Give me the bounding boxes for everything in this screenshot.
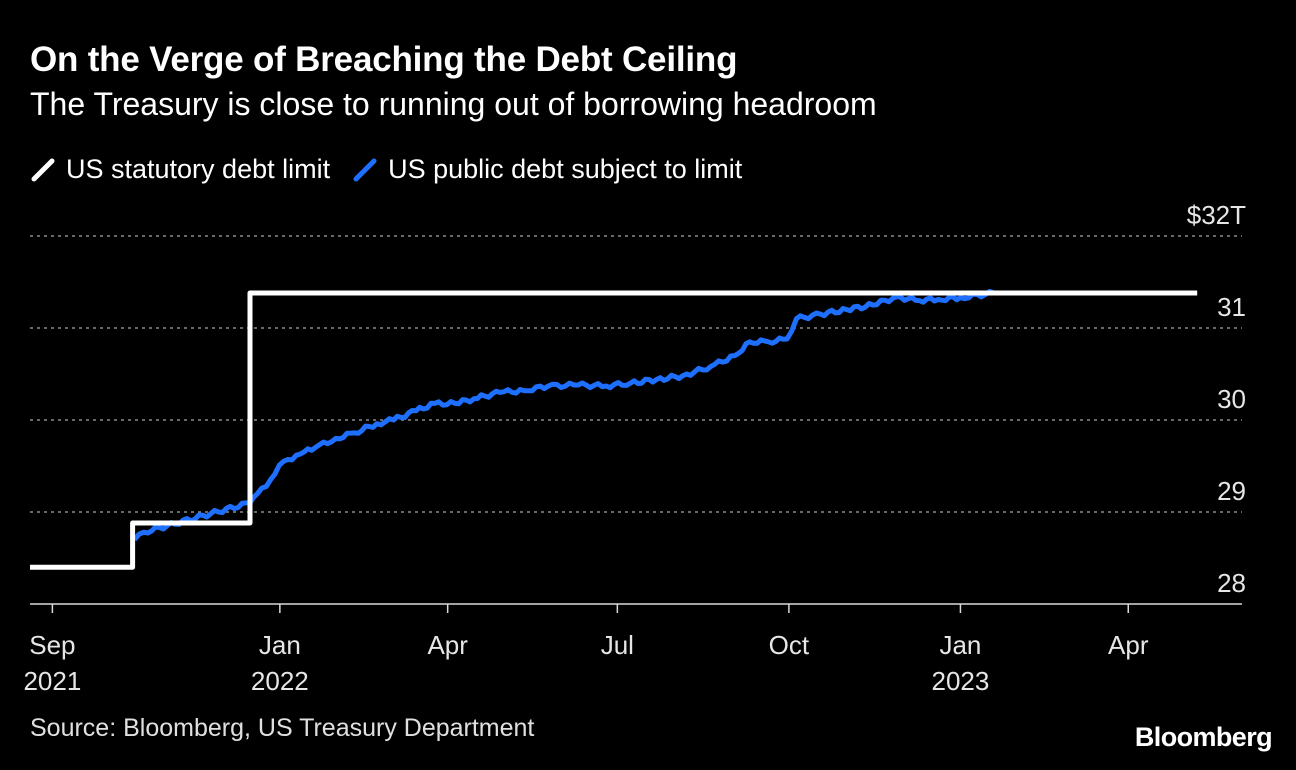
x-tick-year-label: 2023 xyxy=(932,666,990,696)
y-tick-label: 29 xyxy=(1217,476,1246,506)
x-tick-label: Oct xyxy=(769,630,810,660)
slash-swatch-icon xyxy=(353,158,377,181)
x-tick-label: Apr xyxy=(1108,630,1149,660)
x-tick-label: Jan xyxy=(939,630,981,660)
y-tick-label: 30 xyxy=(1217,384,1246,414)
x-tick-label: Apr xyxy=(427,630,468,660)
y-tick-label: 31 xyxy=(1217,292,1246,322)
chart-title: On the Verge of Breaching the Debt Ceili… xyxy=(30,40,738,79)
x-tick-year-label: 2022 xyxy=(251,666,309,696)
legend-swatch-line-1 xyxy=(353,158,377,181)
x-tick-label: Jan xyxy=(259,630,301,660)
legend-label-debt-limit: US statutory debt limit xyxy=(66,154,331,184)
chart-subtitle: The Treasury is close to running out of … xyxy=(30,86,877,122)
bloomberg-logo: Bloomberg xyxy=(1134,722,1273,752)
y-tick-label: $32T xyxy=(1187,200,1246,230)
series-line-debt-limit xyxy=(30,290,1198,570)
source-note: Source: Bloomberg, US Treasury Departmen… xyxy=(30,714,535,742)
series-line-public-debt xyxy=(132,288,995,542)
y-tick-label: 28 xyxy=(1217,568,1246,598)
slash-swatch-icon xyxy=(31,158,55,181)
legend-swatch-line-0 xyxy=(31,158,55,181)
legend: US statutory debt limit US public debt s… xyxy=(30,154,764,185)
x-tick-label: Jul xyxy=(601,630,634,660)
legend-item-public-debt: US public debt subject to limit xyxy=(352,154,742,185)
x-tick-year-label: 2021 xyxy=(23,666,81,696)
legend-label-public-debt: US public debt subject to limit xyxy=(388,154,743,184)
legend-item-debt-limit: US statutory debt limit xyxy=(30,154,330,185)
x-tick-label: Sep xyxy=(29,630,75,660)
